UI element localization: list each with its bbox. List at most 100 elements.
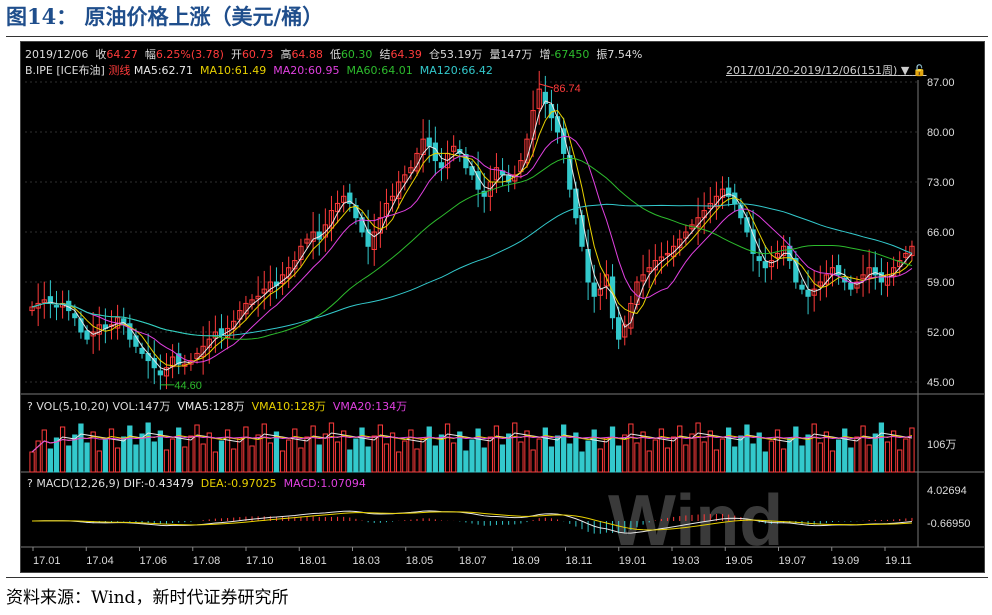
annotation-label: 86.74 bbox=[553, 83, 581, 95]
volume-bar bbox=[41, 429, 47, 473]
volume-bar bbox=[194, 424, 200, 473]
draw-line-mode[interactable]: 测线 bbox=[108, 64, 131, 77]
volume-bar bbox=[768, 440, 775, 473]
vma20-legend: VMA20:134万 bbox=[332, 400, 408, 413]
vol-help-icon[interactable]: ? bbox=[27, 400, 33, 413]
low-value: 60.30 bbox=[340, 48, 373, 61]
volume-bar bbox=[127, 425, 133, 473]
ma60-legend: MA60:64.01 bbox=[346, 64, 413, 77]
candle-body bbox=[310, 231, 316, 242]
candle-body bbox=[237, 310, 243, 320]
volume-bar bbox=[292, 428, 298, 473]
volume-bar bbox=[518, 441, 524, 473]
amp-value: 7.54% bbox=[607, 48, 643, 61]
volume-bar bbox=[762, 451, 768, 473]
volume-bar bbox=[267, 442, 273, 473]
volume-bar bbox=[512, 422, 518, 473]
volume-bar bbox=[286, 439, 292, 473]
candle-body bbox=[744, 217, 750, 233]
date-range-selector[interactable]: 2017/01/20-2019/12/06(151周) ▼ 🔓 bbox=[726, 64, 927, 78]
volume-bar bbox=[35, 440, 41, 473]
change-label: 幅 bbox=[144, 48, 156, 61]
vol-header: ? VOL(5,10,20) VOL:147万 VMA5:128万 VMA10:… bbox=[27, 400, 407, 414]
candle-body bbox=[298, 245, 304, 261]
ma-legend: B.IPE [ICE布油] 测线 MA5:62.71 MA10:61.49 MA… bbox=[25, 64, 493, 78]
dif-line bbox=[32, 510, 912, 534]
volume-bar bbox=[78, 423, 84, 473]
dropdown-icon[interactable]: ▼ bbox=[900, 64, 910, 77]
volume-bar bbox=[347, 449, 353, 473]
volume-bar bbox=[799, 445, 805, 473]
candle-body bbox=[903, 252, 909, 258]
volume-bar bbox=[72, 434, 78, 473]
candle-body bbox=[84, 330, 90, 340]
volume-bar bbox=[597, 448, 603, 473]
volume-bar bbox=[823, 431, 830, 473]
open-value: 60.73 bbox=[241, 48, 274, 61]
volume-bar bbox=[903, 438, 909, 473]
dea-line bbox=[32, 511, 912, 531]
candle-body bbox=[738, 205, 744, 219]
volume-bar bbox=[609, 426, 616, 473]
volume-bar bbox=[561, 424, 567, 473]
volume-bar bbox=[218, 440, 225, 473]
vol-label: 量 bbox=[489, 48, 501, 61]
volume-bar bbox=[487, 436, 493, 473]
candle-body bbox=[616, 317, 622, 340]
volume-bar bbox=[866, 444, 872, 473]
candle-body bbox=[212, 331, 219, 339]
volume-bar bbox=[457, 431, 463, 473]
volume-bar bbox=[689, 433, 695, 473]
volume-bar bbox=[182, 446, 188, 473]
candle-body bbox=[854, 281, 860, 289]
volume-bar bbox=[383, 443, 390, 473]
candle-body bbox=[897, 260, 903, 268]
amp-label: 振 bbox=[596, 48, 608, 61]
volume-bar bbox=[463, 450, 469, 473]
volume-bar bbox=[469, 439, 475, 473]
volume-bar bbox=[536, 438, 542, 473]
lock-icon[interactable]: 🔓 bbox=[912, 64, 927, 77]
volume-bar bbox=[585, 440, 591, 473]
x-tick-label: 17.08 bbox=[193, 555, 221, 567]
volume-bar bbox=[212, 451, 219, 473]
header-bar: 2019/12/06 收64.27 幅6.25%(3.78) 开60.73 高6… bbox=[25, 48, 642, 62]
candle-body bbox=[365, 229, 371, 247]
x-tick-label: 18.05 bbox=[406, 555, 434, 567]
volume-bar bbox=[860, 425, 866, 473]
candle-body bbox=[334, 202, 341, 213]
chart-canvas[interactable]: Wind87.0080.0073.0066.0059.0052.0045.008… bbox=[21, 42, 984, 572]
volume-bar bbox=[145, 422, 151, 473]
candle-body bbox=[530, 110, 536, 140]
volume-bar bbox=[163, 449, 170, 473]
macd-help-icon[interactable]: ? bbox=[27, 477, 33, 490]
volume-bar bbox=[738, 435, 744, 473]
candle-body bbox=[536, 88, 542, 109]
volume-bar bbox=[628, 423, 634, 473]
volume-bar bbox=[414, 448, 420, 473]
annotation-pointer bbox=[539, 83, 554, 89]
high-label: 高 bbox=[280, 48, 292, 61]
volume-bar bbox=[817, 442, 823, 473]
candle-body bbox=[261, 288, 267, 294]
volume-bar bbox=[805, 434, 811, 473]
y-tick-label: 73.00 bbox=[927, 177, 955, 189]
volume-bar bbox=[231, 448, 237, 473]
volume-bar bbox=[652, 439, 658, 473]
x-tick-label: 18.03 bbox=[353, 555, 381, 567]
volume-bar bbox=[787, 437, 793, 473]
candle-body bbox=[341, 195, 347, 203]
chart-frame[interactable]: Wind 87.00 80.00 73.00 66.00 59.00 52.00 45.00 8… bbox=[20, 41, 985, 573]
volume-bar bbox=[634, 442, 640, 473]
volume-bar bbox=[616, 445, 622, 473]
volume-bar bbox=[365, 446, 371, 473]
vol-tick-label: 106万 bbox=[927, 439, 956, 451]
low-label: 低 bbox=[329, 48, 341, 61]
volume-bar bbox=[377, 424, 383, 473]
volume-bar bbox=[878, 422, 885, 473]
volume-bar bbox=[206, 432, 212, 473]
candle-body bbox=[774, 252, 781, 258]
instrument-code[interactable]: B.IPE [ICE布油] bbox=[25, 64, 105, 77]
settle-value: 64.39 bbox=[390, 48, 422, 61]
volume-bar bbox=[200, 443, 206, 473]
